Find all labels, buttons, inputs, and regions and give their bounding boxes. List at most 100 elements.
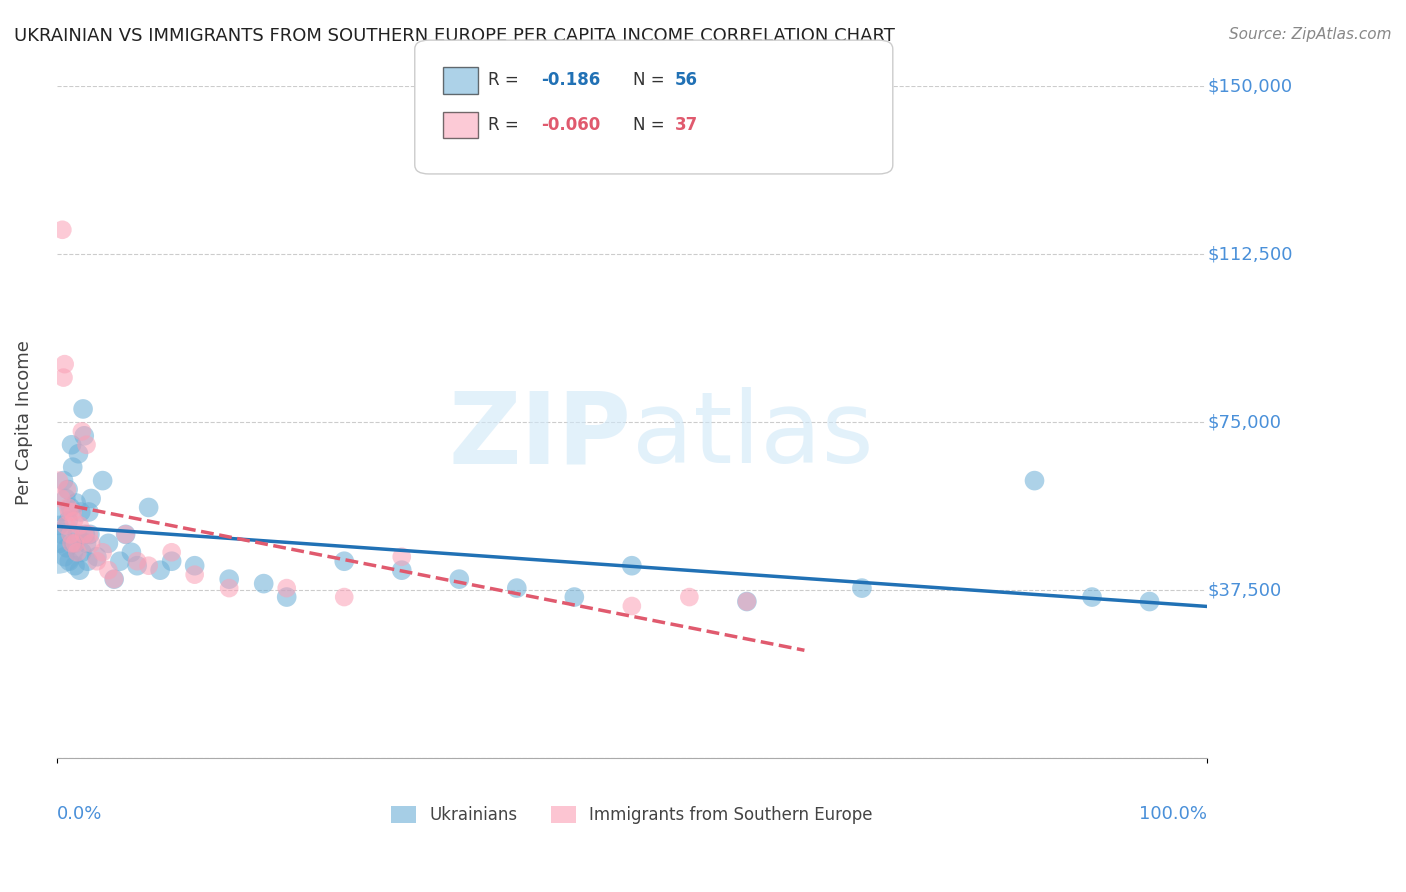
Point xyxy=(97,563,120,577)
Point xyxy=(851,581,873,595)
Point xyxy=(59,500,82,515)
Point xyxy=(449,572,471,586)
Point xyxy=(49,536,72,550)
Point xyxy=(183,567,205,582)
Point xyxy=(69,518,91,533)
Point xyxy=(46,541,69,555)
Point xyxy=(70,425,93,439)
Legend: Ukrainians, Immigrants from Southern Europe: Ukrainians, Immigrants from Southern Eur… xyxy=(384,799,879,830)
Point xyxy=(276,581,298,595)
Text: Source: ZipAtlas.com: Source: ZipAtlas.com xyxy=(1229,27,1392,42)
Point xyxy=(77,505,100,519)
Point xyxy=(138,558,160,573)
Point xyxy=(86,554,108,568)
Text: R =: R = xyxy=(488,116,519,134)
Point xyxy=(48,518,70,533)
Point xyxy=(678,590,700,604)
Point xyxy=(276,590,298,604)
Point xyxy=(60,438,83,452)
Point xyxy=(75,527,97,541)
Point xyxy=(333,554,356,568)
Point xyxy=(53,549,76,564)
Point xyxy=(69,563,91,577)
Point xyxy=(120,545,142,559)
Point xyxy=(56,483,79,497)
Point xyxy=(160,554,183,568)
Text: -0.186: -0.186 xyxy=(541,71,600,89)
Point xyxy=(138,500,160,515)
Point xyxy=(562,590,585,604)
Point xyxy=(56,514,79,528)
Point xyxy=(77,527,100,541)
Point xyxy=(86,549,108,564)
Point xyxy=(48,474,70,488)
Point xyxy=(56,541,79,555)
Point xyxy=(56,500,79,515)
Point xyxy=(391,549,413,564)
Point xyxy=(91,474,114,488)
Point xyxy=(51,223,73,237)
Point xyxy=(73,429,96,443)
Point xyxy=(253,576,276,591)
Point xyxy=(91,545,114,559)
Point xyxy=(1139,594,1161,608)
Point xyxy=(55,491,77,506)
Y-axis label: Per Capita Income: Per Capita Income xyxy=(15,340,32,505)
Point xyxy=(67,447,90,461)
Point xyxy=(76,554,98,568)
Point xyxy=(127,554,149,568)
Point xyxy=(59,527,82,541)
Point xyxy=(58,554,80,568)
Point xyxy=(63,536,86,550)
Text: R =: R = xyxy=(488,71,519,89)
Point xyxy=(735,594,758,608)
Point xyxy=(103,572,125,586)
Point xyxy=(127,558,149,573)
Point xyxy=(80,536,103,550)
Point xyxy=(51,527,73,541)
Text: N =: N = xyxy=(633,71,664,89)
Point xyxy=(52,474,75,488)
Text: 0.0%: 0.0% xyxy=(56,805,103,823)
Text: ZIP: ZIP xyxy=(449,387,631,484)
Text: UKRAINIAN VS IMMIGRANTS FROM SOUTHERN EUROPE PER CAPITA INCOME CORRELATION CHART: UKRAINIAN VS IMMIGRANTS FROM SOUTHERN EU… xyxy=(14,27,896,45)
Point xyxy=(333,590,356,604)
Text: $150,000: $150,000 xyxy=(1208,78,1292,95)
Text: $37,500: $37,500 xyxy=(1208,582,1281,599)
Point xyxy=(58,505,80,519)
Point xyxy=(73,527,96,541)
Text: $75,000: $75,000 xyxy=(1208,413,1281,432)
Point xyxy=(80,491,103,506)
Point xyxy=(66,527,89,541)
Point xyxy=(63,536,86,550)
Point xyxy=(218,581,240,595)
Point xyxy=(735,594,758,608)
Point xyxy=(60,536,83,550)
Point xyxy=(55,518,77,533)
Point xyxy=(218,572,240,586)
Text: atlas: atlas xyxy=(631,387,873,484)
Text: 100.0%: 100.0% xyxy=(1139,805,1208,823)
Point xyxy=(79,527,101,541)
Point xyxy=(51,491,73,506)
Point xyxy=(76,438,98,452)
Point xyxy=(66,545,89,559)
Point xyxy=(183,558,205,573)
Point xyxy=(65,496,87,510)
Point xyxy=(70,545,93,559)
Text: 37: 37 xyxy=(675,116,699,134)
Point xyxy=(52,370,75,384)
Point xyxy=(53,357,76,371)
Point xyxy=(69,505,91,519)
Point xyxy=(76,536,98,550)
Text: 56: 56 xyxy=(675,71,697,89)
Point xyxy=(63,514,86,528)
Point xyxy=(56,483,79,497)
Point xyxy=(63,558,86,573)
Point xyxy=(103,572,125,586)
Point xyxy=(620,599,643,613)
Point xyxy=(391,563,413,577)
Point xyxy=(1081,590,1104,604)
Point xyxy=(114,527,136,541)
Point xyxy=(1024,474,1046,488)
